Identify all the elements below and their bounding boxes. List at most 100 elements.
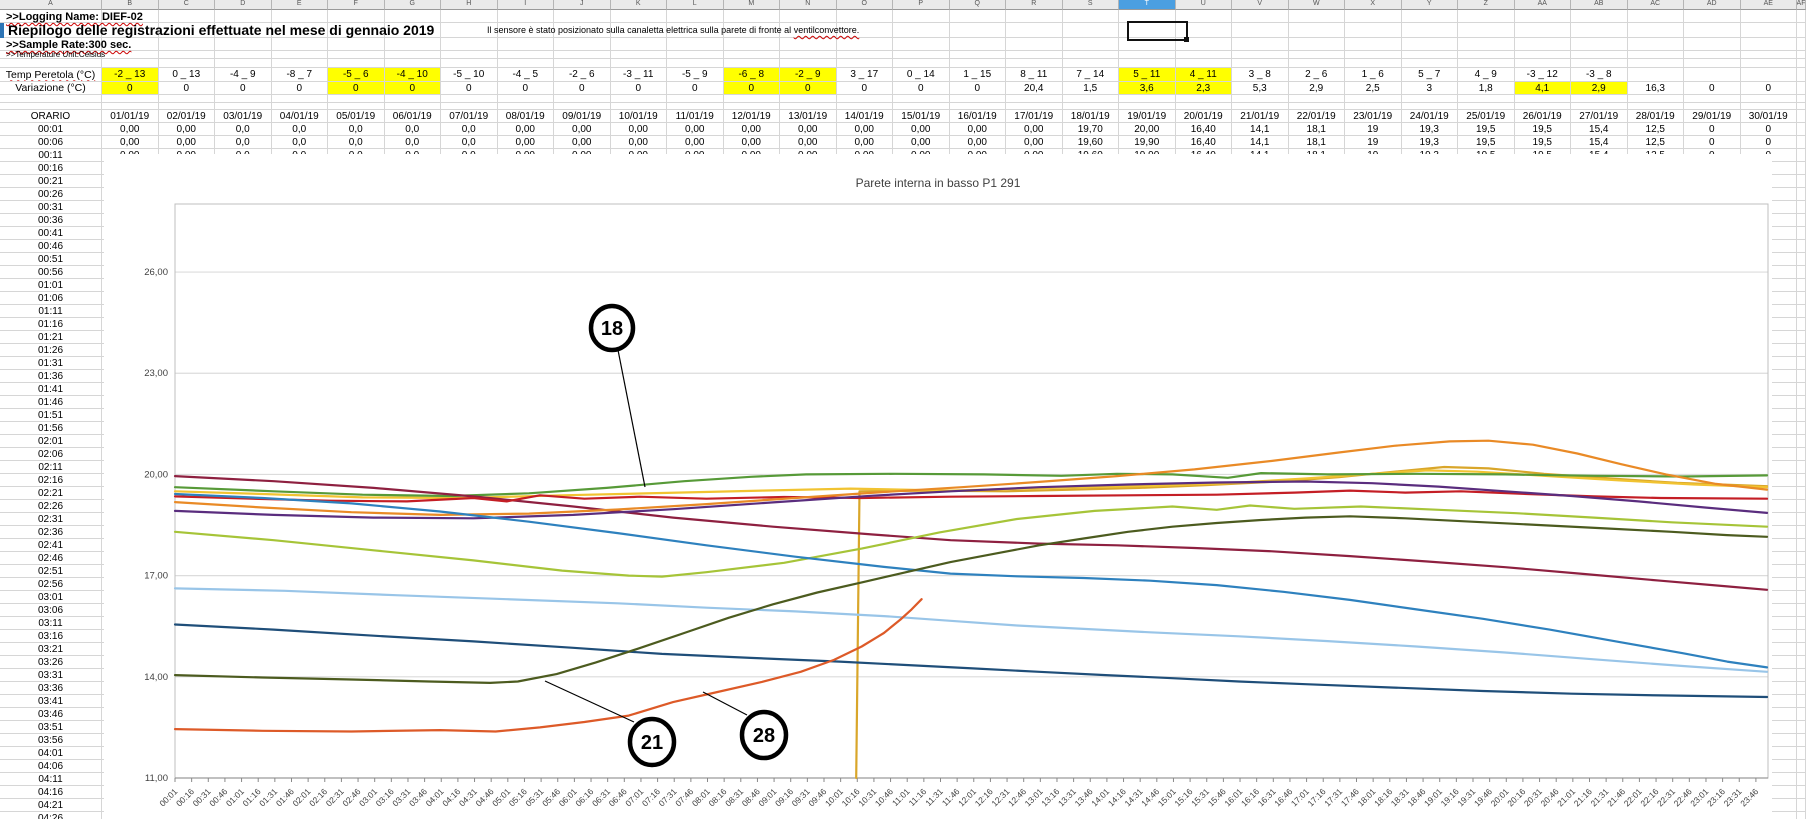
time-label[interactable]: 02:56 <box>0 578 102 591</box>
value-cell[interactable]: 0,00 <box>893 136 950 149</box>
temp-peretola-value[interactable]: 2 _ 6 <box>1288 68 1345 82</box>
value-cell[interactable]: 0,00 <box>949 136 1006 149</box>
cell[interactable] <box>1797 708 1806 721</box>
cell[interactable] <box>384 38 441 51</box>
cell[interactable] <box>1401 59 1458 68</box>
cell[interactable] <box>836 23 893 38</box>
temp-peretola-value[interactable]: 3 _ 17 <box>836 68 893 82</box>
cell[interactable] <box>1797 59 1806 68</box>
time-label[interactable]: 04:26 <box>0 812 102 819</box>
variazione-value[interactable]: 3 <box>1401 82 1458 95</box>
date-header[interactable]: 27/01/19 <box>1571 110 1628 123</box>
cell[interactable] <box>1797 435 1806 448</box>
temp-peretola-value[interactable]: -3 _ 8 <box>1571 68 1628 82</box>
temp-peretola-value[interactable]: 7 _ 14 <box>1062 68 1119 82</box>
cell[interactable] <box>610 51 667 59</box>
cell[interactable] <box>1797 95 1806 103</box>
value-cell[interactable]: 20,00 <box>1119 123 1176 136</box>
cell[interactable] <box>1797 591 1806 604</box>
time-label[interactable]: 04:21 <box>0 799 102 812</box>
temp-peretola-value[interactable]: -5 _ 9 <box>667 68 724 82</box>
variazione-value[interactable]: 0 <box>441 82 498 95</box>
value-cell[interactable]: 0,00 <box>497 123 554 136</box>
cell[interactable] <box>949 23 1006 38</box>
variazione-value[interactable]: 2,9 <box>1571 82 1628 95</box>
cell[interactable] <box>836 38 893 51</box>
cell[interactable] <box>1797 136 1806 149</box>
cell[interactable] <box>1740 10 1797 23</box>
time-label[interactable]: 01:41 <box>0 383 102 396</box>
cell[interactable] <box>1797 487 1806 500</box>
cell[interactable] <box>1797 10 1806 23</box>
cell[interactable] <box>158 51 215 59</box>
fill-handle[interactable] <box>1184 37 1189 42</box>
date-header[interactable]: 08/01/19 <box>497 110 554 123</box>
cell[interactable] <box>1797 305 1806 318</box>
value-cell[interactable]: 0,00 <box>158 123 215 136</box>
variazione-value[interactable]: 5,3 <box>1232 82 1289 95</box>
cell[interactable] <box>1797 604 1806 617</box>
cell[interactable] <box>1458 59 1515 68</box>
cell[interactable] <box>1797 266 1806 279</box>
cell[interactable] <box>667 51 724 59</box>
cell[interactable] <box>780 51 837 59</box>
value-cell[interactable]: 18,1 <box>1288 123 1345 136</box>
cell[interactable] <box>1797 162 1806 175</box>
variazione-value[interactable]: 2,5 <box>1345 82 1402 95</box>
cell[interactable] <box>384 10 441 23</box>
cell[interactable] <box>949 103 1006 110</box>
cell[interactable] <box>893 10 950 23</box>
variazione-value[interactable]: 0 <box>158 82 215 95</box>
cell[interactable] <box>441 38 498 51</box>
time-label[interactable]: 03:56 <box>0 734 102 747</box>
cell[interactable] <box>497 51 554 59</box>
cell[interactable] <box>1797 513 1806 526</box>
cell[interactable] <box>497 10 554 23</box>
variazione-value[interactable]: 0 <box>384 82 441 95</box>
time-label[interactable]: 03:26 <box>0 656 102 669</box>
date-header[interactable]: 17/01/19 <box>1006 110 1063 123</box>
cell[interactable] <box>554 10 611 23</box>
cell[interactable] <box>1345 10 1402 23</box>
cell[interactable] <box>1797 331 1806 344</box>
cell[interactable] <box>1797 422 1806 435</box>
value-cell[interactable]: 0,00 <box>836 123 893 136</box>
value-cell[interactable]: 0,0 <box>215 123 272 136</box>
cell[interactable] <box>1232 59 1289 68</box>
cell[interactable] <box>1797 396 1806 409</box>
value-cell[interactable]: 14,1 <box>1232 123 1289 136</box>
time-label[interactable]: 00:01 <box>0 123 102 136</box>
time-label[interactable]: 03:46 <box>0 708 102 721</box>
cell[interactable] <box>328 59 385 68</box>
cell[interactable] <box>1175 23 1232 38</box>
temp-peretola-value[interactable]: -4 _ 9 <box>215 68 272 82</box>
column-header-H[interactable]: H <box>441 0 498 10</box>
variazione-value[interactable]: 0 <box>554 82 611 95</box>
date-header[interactable]: 28/01/19 <box>1627 110 1684 123</box>
cell[interactable] <box>441 23 498 38</box>
time-label[interactable]: 04:11 <box>0 773 102 786</box>
date-header[interactable]: 16/01/19 <box>949 110 1006 123</box>
cell[interactable] <box>1797 318 1806 331</box>
time-label[interactable]: 00:51 <box>0 253 102 266</box>
cell[interactable] <box>1797 214 1806 227</box>
cell[interactable] <box>1232 10 1289 23</box>
cell[interactable] <box>1345 59 1402 68</box>
column-header-Q[interactable]: Q <box>949 0 1006 10</box>
cell[interactable] <box>384 95 441 103</box>
cell[interactable] <box>328 95 385 103</box>
value-cell[interactable]: 15,4 <box>1571 123 1628 136</box>
cell[interactable] <box>1797 103 1806 110</box>
cell[interactable] <box>780 23 837 38</box>
cell[interactable] <box>1684 59 1741 68</box>
value-cell[interactable]: 0,00 <box>723 123 780 136</box>
cell[interactable] <box>328 23 385 38</box>
value-cell[interactable]: 0 <box>1740 136 1797 149</box>
cell[interactable] <box>158 95 215 103</box>
cell[interactable] <box>610 95 667 103</box>
cell[interactable] <box>1740 38 1797 51</box>
cell[interactable] <box>1627 10 1684 23</box>
value-cell[interactable]: 19 <box>1345 136 1402 149</box>
time-label[interactable]: 01:36 <box>0 370 102 383</box>
cell[interactable] <box>1458 23 1515 38</box>
